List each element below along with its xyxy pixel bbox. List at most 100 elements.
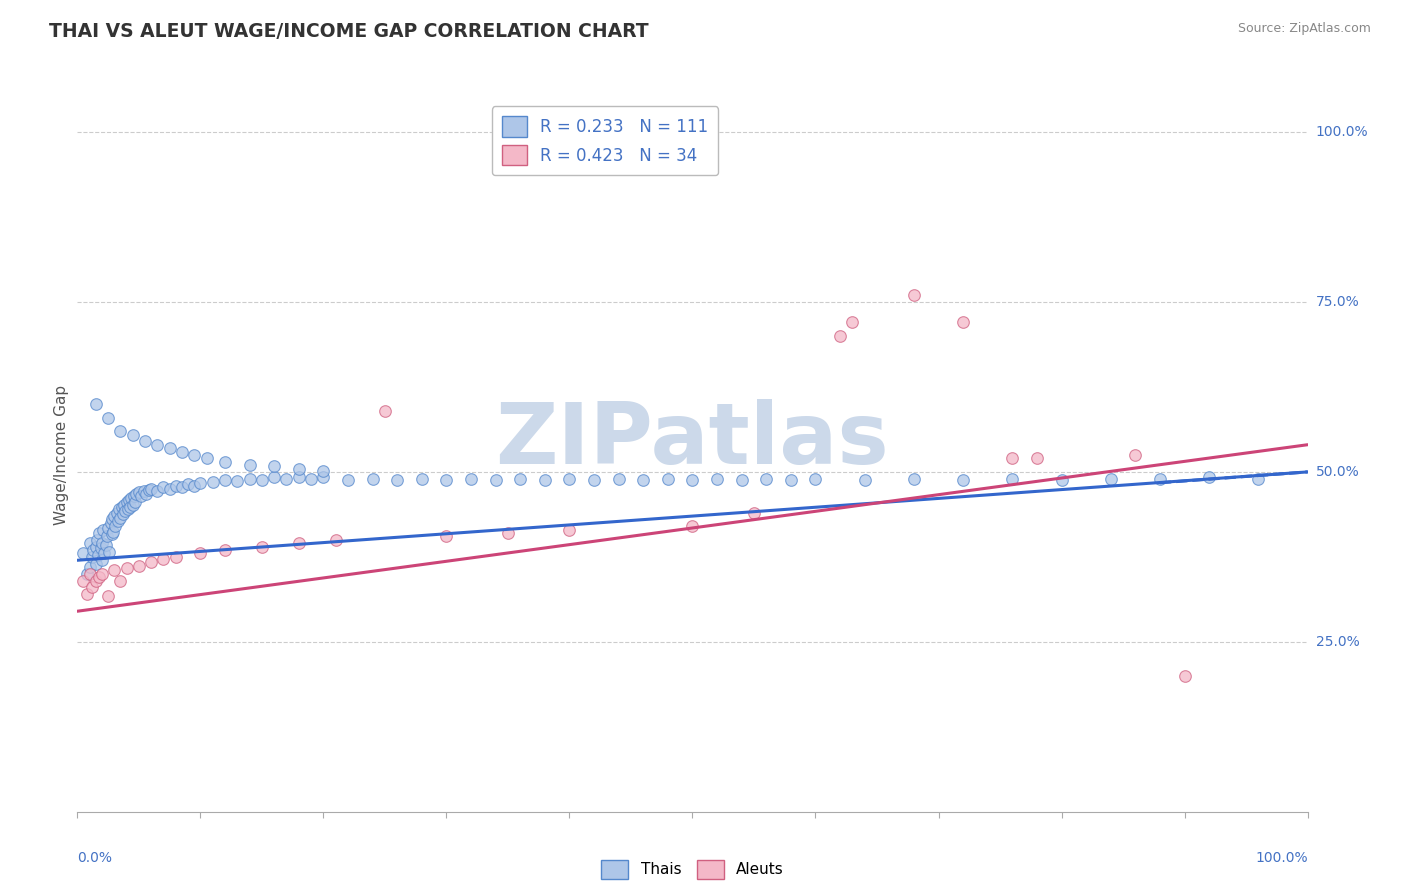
Text: 100.0%: 100.0% bbox=[1256, 851, 1308, 865]
Point bbox=[1247, 472, 1270, 486]
Point bbox=[1099, 472, 1122, 486]
Point bbox=[114, 504, 136, 518]
Point bbox=[100, 516, 122, 530]
Point bbox=[111, 507, 134, 521]
Point bbox=[1050, 473, 1073, 487]
Point bbox=[485, 473, 508, 487]
Point bbox=[195, 451, 218, 466]
Point bbox=[135, 486, 157, 500]
Point bbox=[128, 485, 150, 500]
Point bbox=[108, 502, 131, 516]
Point bbox=[103, 564, 125, 578]
Point bbox=[87, 548, 110, 562]
Point bbox=[117, 502, 139, 516]
Point bbox=[82, 581, 104, 595]
Point bbox=[146, 438, 169, 452]
Point bbox=[263, 470, 285, 484]
Point bbox=[374, 403, 396, 417]
Point bbox=[183, 448, 205, 462]
Point bbox=[337, 473, 360, 487]
Point bbox=[159, 441, 181, 455]
Legend: Thais, Aleuts: Thais, Aleuts bbox=[593, 852, 792, 886]
Point bbox=[121, 491, 143, 505]
Point bbox=[682, 519, 704, 533]
Point bbox=[841, 315, 863, 329]
Point bbox=[411, 472, 433, 486]
Point bbox=[89, 526, 111, 541]
Point bbox=[1174, 669, 1197, 683]
Point bbox=[276, 472, 298, 486]
Point bbox=[558, 523, 581, 537]
Point bbox=[436, 473, 458, 487]
Point bbox=[731, 473, 754, 487]
Point bbox=[288, 461, 311, 475]
Point bbox=[103, 509, 125, 524]
Point bbox=[152, 480, 174, 494]
Point bbox=[853, 473, 876, 487]
Point bbox=[98, 545, 121, 559]
Point bbox=[558, 472, 581, 486]
Point bbox=[1125, 448, 1147, 462]
Point bbox=[141, 482, 163, 496]
Point bbox=[121, 498, 143, 512]
Point bbox=[250, 540, 273, 554]
Point bbox=[111, 500, 132, 515]
Point bbox=[125, 486, 148, 500]
Point bbox=[201, 475, 224, 489]
Point bbox=[170, 444, 193, 458]
Text: 0.0%: 0.0% bbox=[77, 851, 112, 865]
Point bbox=[115, 561, 138, 575]
Point bbox=[79, 536, 101, 550]
Point bbox=[460, 472, 482, 486]
Text: 75.0%: 75.0% bbox=[1316, 295, 1360, 309]
Point bbox=[165, 549, 187, 564]
Point bbox=[120, 500, 142, 515]
Text: 25.0%: 25.0% bbox=[1316, 635, 1360, 648]
Point bbox=[90, 541, 112, 555]
Point bbox=[299, 472, 322, 486]
Point bbox=[361, 472, 384, 486]
Point bbox=[146, 483, 169, 498]
Point bbox=[110, 574, 132, 588]
Point bbox=[952, 315, 974, 329]
Point bbox=[534, 473, 557, 487]
Point bbox=[152, 552, 174, 566]
Point bbox=[97, 589, 120, 603]
Point bbox=[101, 524, 124, 539]
Point bbox=[84, 540, 107, 554]
Point bbox=[188, 475, 212, 490]
Point bbox=[128, 558, 150, 573]
Y-axis label: Wage/Income Gap: Wage/Income Gap bbox=[53, 384, 69, 525]
Point bbox=[91, 523, 114, 537]
Point bbox=[1001, 472, 1024, 486]
Point bbox=[124, 495, 146, 509]
Point bbox=[138, 483, 160, 497]
Point bbox=[804, 472, 827, 486]
Point bbox=[239, 458, 262, 472]
Point bbox=[263, 459, 285, 474]
Point bbox=[93, 546, 115, 560]
Point bbox=[72, 546, 94, 560]
Point bbox=[952, 473, 974, 487]
Point bbox=[780, 473, 803, 487]
Point bbox=[1026, 451, 1049, 466]
Point bbox=[129, 489, 153, 503]
Point bbox=[96, 529, 118, 543]
Point bbox=[101, 512, 124, 526]
Point bbox=[607, 472, 630, 486]
Point bbox=[118, 493, 141, 508]
Point bbox=[903, 288, 925, 302]
Point bbox=[385, 473, 409, 487]
Point bbox=[82, 549, 104, 564]
Text: Source: ZipAtlas.com: Source: ZipAtlas.com bbox=[1237, 22, 1371, 36]
Point bbox=[903, 472, 925, 486]
Point bbox=[79, 560, 101, 574]
Point bbox=[90, 566, 114, 581]
Point bbox=[755, 472, 778, 486]
Point bbox=[82, 543, 104, 558]
Point bbox=[159, 482, 181, 496]
Point bbox=[742, 506, 765, 520]
Point bbox=[84, 557, 107, 571]
Point bbox=[1198, 470, 1220, 484]
Point bbox=[89, 570, 111, 584]
